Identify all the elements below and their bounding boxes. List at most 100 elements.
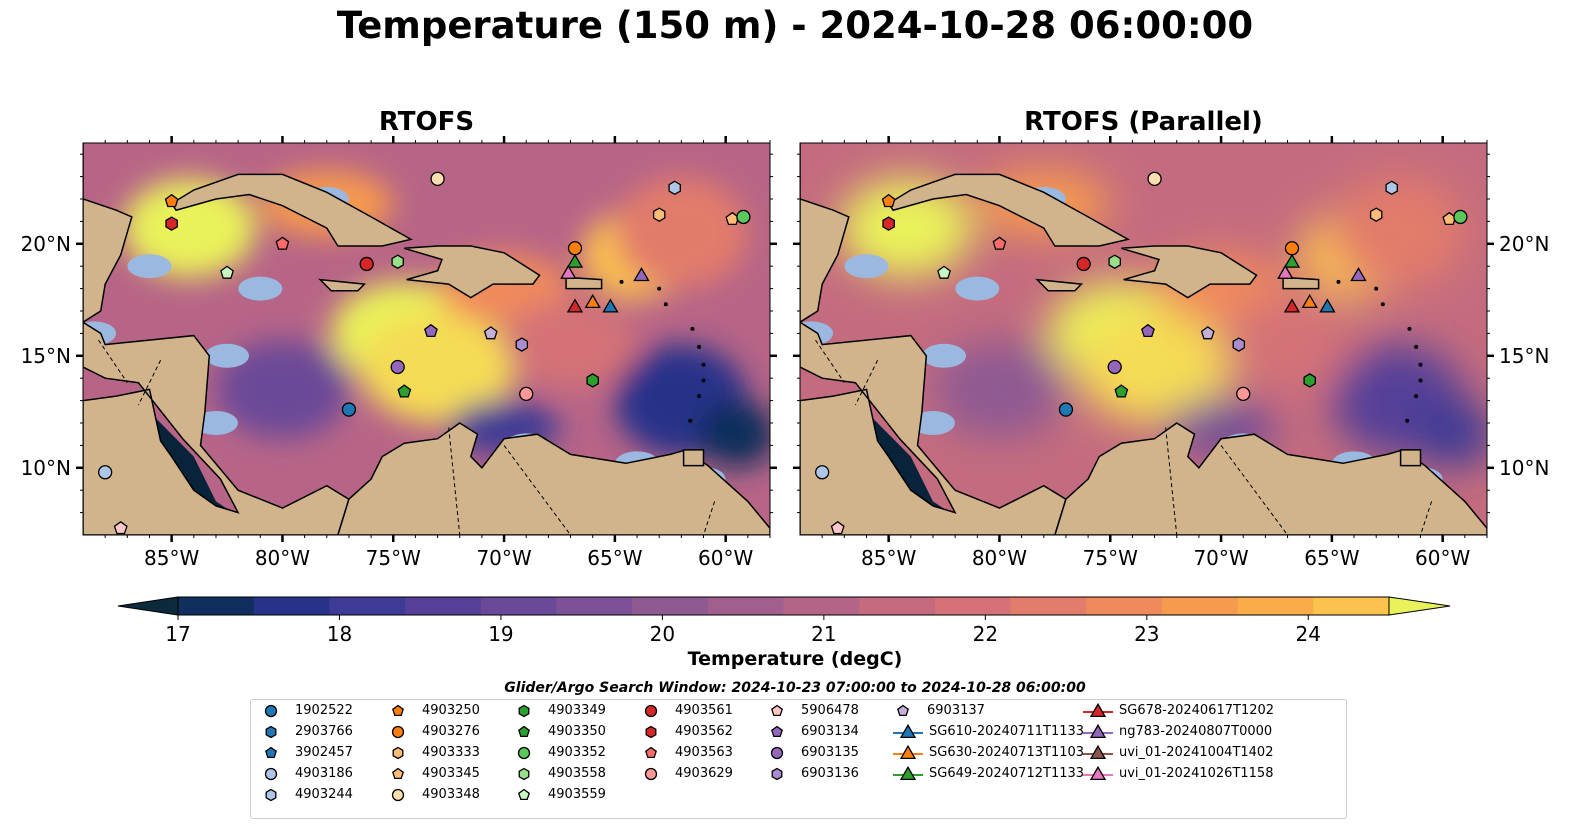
landmass — [800, 143, 1067, 535]
field-blob — [215, 340, 349, 439]
map-frame — [799, 142, 1488, 536]
legend-label: 6903136 — [801, 766, 859, 781]
platform-marker-4903561 — [359, 256, 374, 272]
legend-item: 4903561 — [641, 701, 733, 722]
legend-marker — [264, 767, 278, 781]
legend-marker — [264, 704, 278, 718]
map-body — [83, 143, 770, 535]
legend-item: 5906478 — [767, 701, 859, 722]
platform-marker-ng783-20240807T0000 — [633, 267, 650, 282]
legend-item: 6903135 — [767, 743, 859, 764]
legend-label: uvi_01-20241026T1158 — [1119, 766, 1274, 781]
legend-label: 4903349 — [548, 703, 606, 718]
island — [1418, 362, 1423, 367]
platform-marker-4903333 — [1369, 207, 1383, 222]
y-tick-label: 20°N — [21, 232, 71, 256]
colorbar-segment — [934, 597, 1012, 615]
colorbar: 17 18 19 20 21 22 23 24 — [117, 596, 1451, 646]
legend-label: 4903250 — [422, 703, 480, 718]
legend-marker — [1089, 765, 1107, 781]
colorbar-frame — [177, 596, 1390, 616]
borders — [815, 339, 1433, 535]
platform-marker-4903186 — [815, 465, 830, 480]
landmass — [83, 143, 350, 535]
legend-item: 4903352 — [514, 743, 606, 764]
landmass — [83, 198, 133, 324]
platform-marker-4903559 — [220, 265, 234, 279]
island — [1374, 286, 1379, 291]
legend-item: 4903558 — [514, 764, 606, 785]
platform-marker-6903134 — [424, 323, 438, 338]
island — [1418, 378, 1423, 383]
platform-marker-4903558 — [391, 254, 404, 269]
legend-label: 4903345 — [422, 766, 480, 781]
map-panel-rtofs: 85°W 80°W 75°W 70°W 65°W 60°W 10°N 15°N 20°N — [21, 136, 777, 570]
legend-item: ng783-20240807T0000 — [1083, 722, 1272, 743]
colorbar-segment — [783, 597, 860, 615]
border-line — [137, 360, 162, 406]
platform-marker-4903244 — [1385, 180, 1398, 196]
legend-marker — [771, 767, 783, 781]
platform-marker-SG630-20240713T1103 — [584, 293, 601, 309]
legend-marker — [265, 725, 277, 739]
platform-marker-4903561 — [1076, 256, 1091, 272]
legend-item: 4903559 — [514, 785, 606, 806]
colorbar-segment — [556, 597, 633, 615]
legend-marker — [518, 725, 530, 738]
legend-item: 4903333 — [388, 743, 480, 764]
legend-marker — [392, 746, 404, 760]
platform-marker-5906478 — [830, 520, 845, 535]
legend-label: 6903137 — [927, 703, 985, 718]
legend-title: Glider/Argo Search Window: 2024-10-23 07… — [504, 680, 1086, 696]
border-line — [1420, 501, 1433, 535]
legend-marker — [899, 765, 917, 781]
panel-title-rtofs-parallel: RTOFS (Parallel) — [1024, 107, 1263, 137]
legend-label: uvi_01-20241004T1402 — [1119, 745, 1274, 760]
legend-item: 4903348 — [388, 785, 480, 806]
legend-marker-icon — [1083, 744, 1113, 760]
legend-marker-icon — [644, 704, 658, 718]
landmass — [887, 173, 1131, 247]
x-tick-label: 85°W — [144, 546, 199, 570]
shelf-patch — [238, 276, 283, 301]
island — [1414, 394, 1419, 399]
legend-marker — [392, 704, 404, 717]
borders — [98, 339, 716, 535]
legend-marker-icon — [518, 788, 530, 801]
colorbar-tick-label: 19 — [488, 622, 513, 646]
border-line — [1220, 445, 1288, 535]
border-line — [98, 339, 128, 383]
map-body — [800, 143, 1487, 535]
legend-item: 4903250 — [388, 701, 480, 722]
legend-marker — [899, 723, 917, 739]
legend-label: 6903134 — [801, 724, 859, 739]
island — [657, 286, 662, 291]
platform-marker-1902522 — [341, 402, 357, 417]
legend-label: 4903562 — [675, 724, 733, 739]
shelf-patch — [955, 276, 1000, 301]
field-blob — [1413, 400, 1487, 468]
legend-marker — [771, 704, 783, 717]
colorbar-tick-label: 17 — [165, 622, 190, 646]
colorbar-segment — [253, 597, 330, 615]
field-blob — [932, 340, 1066, 439]
legend-label: SG678-20240617T1202 — [1119, 703, 1275, 718]
legend-item: uvi_01-20241004T1402 — [1083, 743, 1273, 764]
legend-marker — [1089, 744, 1107, 760]
legend-marker-icon — [893, 723, 923, 739]
platform-marker-4903186 — [98, 465, 113, 480]
legend-marker-icon — [897, 704, 909, 717]
legend-item: 4903276 — [388, 722, 480, 743]
landmass — [170, 173, 414, 247]
platform-marker-6903137 — [1200, 326, 1215, 340]
legend-item: 6903137 — [893, 701, 985, 722]
legend-marker-icon — [391, 788, 405, 802]
landmass — [1282, 276, 1320, 290]
island — [1336, 279, 1341, 284]
legend-item: 4903563 — [641, 743, 733, 764]
landmass — [800, 198, 850, 324]
legend-marker — [645, 725, 657, 739]
shelf-patch — [922, 343, 967, 368]
legend-marker-icon — [517, 746, 531, 760]
legend-marker-icon — [1083, 702, 1113, 718]
